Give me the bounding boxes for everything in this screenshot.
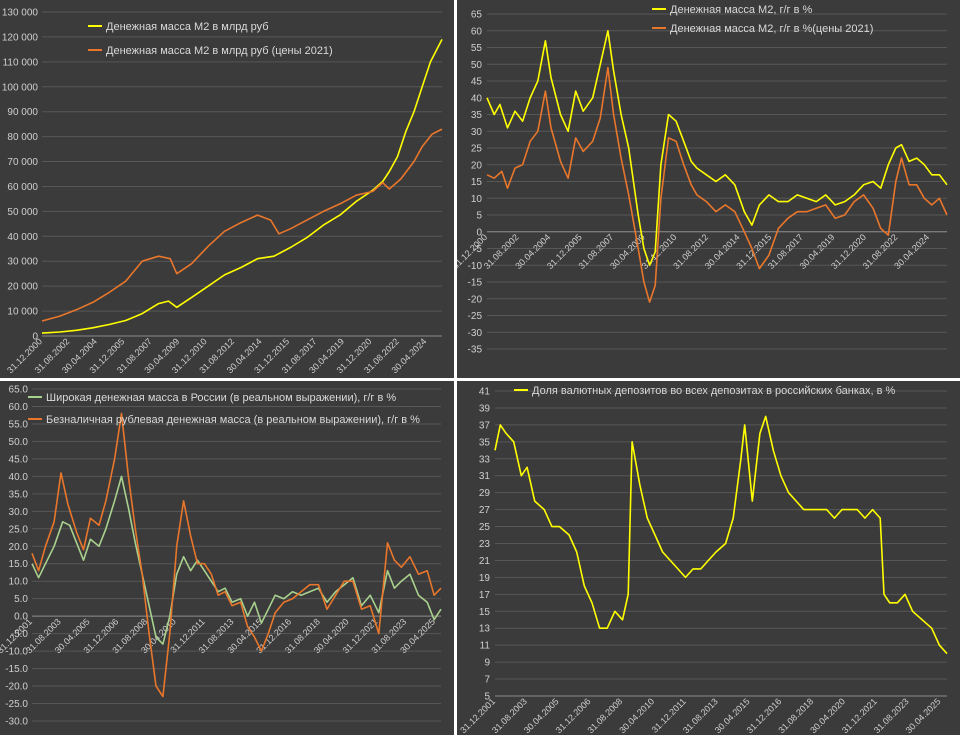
- y-tick-label: 45.0: [9, 454, 29, 465]
- y-tick-label: 5.0: [14, 594, 28, 605]
- y-tick-label: 110 000: [3, 57, 39, 68]
- y-tick-label: 0: [476, 227, 482, 238]
- y-tick-label: 130 000: [2, 8, 39, 19]
- y-tick-label: 23: [479, 539, 491, 550]
- series-line-2: [31, 412, 442, 698]
- y-tick-label: -15.0: [5, 664, 28, 675]
- y-tick-label: 25: [471, 144, 483, 155]
- y-tick-label: 11: [480, 641, 491, 652]
- chart-broad-money-real: -30.0 -25.0 -20.0 -15.0 -10.0 -5.0 0.0 5.0 10.0 1…: [0, 381, 454, 735]
- y-tick-label: -15: [468, 278, 483, 289]
- y-tick-label: 120 000: [2, 32, 39, 43]
- y-tick-label: 35: [479, 437, 491, 448]
- y-tick-label: -5.0: [11, 629, 29, 640]
- y-tick-label: -10.0: [5, 647, 28, 658]
- y-tick-label: 41: [479, 387, 491, 398]
- y-tick-label: 30: [471, 127, 483, 138]
- series-line-1: [41, 39, 443, 334]
- y-tick-label: 5: [484, 692, 490, 703]
- legend-label: Доля валютных депозитов во всех депозита…: [532, 385, 895, 397]
- y-tick-label: 10: [471, 194, 483, 205]
- chart-svg: 5791113151719212325272931333537394131.12…: [458, 385, 948, 735]
- y-tick-label: 27: [479, 505, 491, 516]
- y-tick-label: 35: [471, 110, 483, 121]
- y-tick-label: -20: [468, 294, 483, 305]
- y-tick-label: 13: [479, 624, 491, 635]
- legend-label: Денежная масса М2 в млрд руб (цены 2021): [106, 45, 333, 57]
- chart-m2-yoy: -35 -30 -25 -20 -15 -10 -5 0 5 10 15 20 25 30 35 40 45 50…: [457, 0, 960, 378]
- y-tick-label: 31: [479, 471, 491, 482]
- y-tick-label: 10.0: [9, 577, 29, 588]
- chart-svg: 0 10 000 20 000 30 000 40 000 50 000 60 000 70 …: [2, 8, 443, 375]
- y-tick-label: 7: [484, 675, 490, 686]
- y-tick-label: 15.0: [9, 559, 29, 570]
- y-tick-label: 33: [479, 454, 491, 465]
- y-tick-label: 60 000: [7, 182, 38, 193]
- chart-svg: -35 -30 -25 -20 -15 -10 -5 0 5 10 15 20 25 30 35 40 45 50…: [457, 4, 948, 356]
- y-tick-label: 30 000: [7, 257, 38, 268]
- legend-label: Денежная масса М2, г/г в %: [670, 4, 812, 16]
- y-tick-label: 25.0: [9, 524, 29, 535]
- y-tick-label: -35: [468, 345, 483, 356]
- y-tick-label: 30.0: [9, 507, 29, 518]
- y-tick-label: 40: [471, 93, 483, 104]
- y-tick-label: -25.0: [5, 699, 28, 710]
- y-tick-label: 80 000: [7, 132, 38, 143]
- y-tick-label: 100 000: [2, 82, 39, 93]
- y-tick-label: 21: [479, 556, 491, 567]
- y-tick-label: 25: [479, 522, 491, 533]
- y-tick-label: 70 000: [7, 157, 38, 168]
- y-tick-label: -20.0: [5, 682, 28, 693]
- y-tick-label: -30: [468, 328, 483, 339]
- legend-label: Безналичная рублевая денежная масса (в р…: [46, 414, 420, 426]
- y-tick-label: 55.0: [9, 419, 29, 430]
- y-tick-label: 39: [479, 403, 491, 414]
- y-tick-label: 0: [32, 332, 38, 343]
- chart-svg: -30.0 -25.0 -20.0 -15.0 -10.0 -5.0 0.0 5.0 10.0 1…: [0, 385, 442, 728]
- y-tick-label: 40 000: [7, 232, 38, 243]
- series-line-2: [486, 66, 948, 303]
- y-tick-label: 60.0: [9, 402, 29, 413]
- y-tick-label: 50: [471, 60, 483, 71]
- y-tick-label: 19: [479, 573, 491, 584]
- series-line-1: [486, 30, 948, 267]
- y-tick-label: 55: [471, 43, 483, 54]
- y-tick-label: 17: [479, 590, 491, 601]
- y-tick-label: -30.0: [5, 717, 28, 728]
- y-tick-label: 29: [479, 488, 491, 499]
- y-tick-label: 0.0: [14, 612, 28, 623]
- series-line-1: [494, 415, 948, 655]
- y-tick-label: -25: [468, 311, 483, 322]
- series-line-2: [41, 128, 443, 322]
- y-tick-label: 65: [471, 10, 483, 21]
- chart-m2-billions: 0 10 000 20 000 30 000 40 000 50 000 60 000 70 …: [0, 0, 454, 378]
- y-tick-label: 20.0: [9, 542, 29, 553]
- y-tick-label: 5: [476, 211, 482, 222]
- y-tick-label: 15: [471, 177, 483, 188]
- legend-label: Денежная масса М2, г/г в %(цены 2021): [670, 23, 873, 35]
- series-line-1: [31, 475, 442, 645]
- y-tick-label: 90 000: [7, 107, 38, 118]
- y-tick-label: 45: [471, 77, 483, 88]
- y-tick-label: -5: [473, 244, 482, 255]
- y-tick-label: 65.0: [9, 385, 29, 396]
- chart-fx-deposit-share: 5 7 9 11 13 15 17 19 21 23 25 27 29 31 33 35 37 39 41 31.12…: [457, 381, 960, 735]
- y-tick-label: 40.0: [9, 472, 29, 483]
- y-tick-label: 20: [471, 160, 483, 171]
- y-tick-label: 50 000: [7, 207, 38, 218]
- y-tick-label: -10: [468, 261, 483, 272]
- y-tick-label: 9: [484, 658, 490, 669]
- y-tick-label: 15: [479, 607, 491, 618]
- y-tick-label: 35.0: [9, 489, 29, 500]
- y-tick-label: 37: [479, 420, 491, 431]
- legend-label: Денежная масса М2 в млрд руб: [106, 21, 269, 33]
- y-tick-label: 60: [471, 26, 483, 37]
- y-tick-label: 20 000: [7, 282, 38, 293]
- legend-label: Широкая денежная масса в России (в реаль…: [46, 392, 396, 404]
- y-tick-label: 10 000: [7, 307, 38, 318]
- y-tick-label: 50.0: [9, 437, 29, 448]
